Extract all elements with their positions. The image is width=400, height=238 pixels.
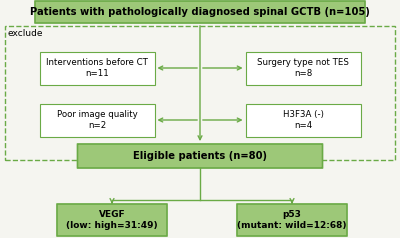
FancyBboxPatch shape (246, 104, 360, 137)
Text: p53
(mutant: wild=12:68): p53 (mutant: wild=12:68) (237, 210, 347, 230)
FancyBboxPatch shape (78, 144, 322, 168)
Text: H3F3A (-)
n=4: H3F3A (-) n=4 (282, 110, 324, 130)
FancyBboxPatch shape (57, 204, 167, 236)
Text: Interventions before CT
n=11: Interventions before CT n=11 (46, 58, 148, 78)
Text: Surgery type not TES
n=8: Surgery type not TES n=8 (257, 58, 349, 78)
FancyBboxPatch shape (246, 51, 360, 84)
Text: VEGF
(low: high=31:49): VEGF (low: high=31:49) (66, 210, 158, 230)
Bar (5, 26, 395, 160)
FancyBboxPatch shape (35, 1, 365, 23)
FancyBboxPatch shape (40, 51, 154, 84)
FancyBboxPatch shape (40, 104, 154, 137)
FancyBboxPatch shape (237, 204, 347, 236)
Text: Patients with pathologically diagnosed spinal GCTB (n=105): Patients with pathologically diagnosed s… (30, 7, 370, 17)
Text: exclude: exclude (8, 29, 44, 38)
Text: Poor image quality
n=2: Poor image quality n=2 (57, 110, 137, 130)
Text: Eligible patients (n=80): Eligible patients (n=80) (133, 151, 267, 161)
